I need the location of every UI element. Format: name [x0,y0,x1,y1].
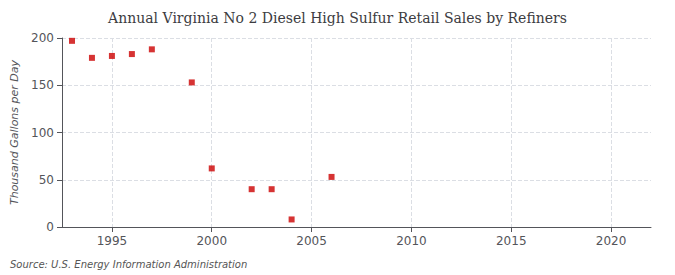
svg-text:1995: 1995 [97,234,128,248]
svg-text:Thousand Gallons per Day: Thousand Gallons per Day [8,59,21,205]
svg-text:2015: 2015 [496,234,527,248]
svg-text:100: 100 [31,126,54,140]
svg-text:0: 0 [46,220,54,234]
svg-text:2005: 2005 [296,234,327,248]
svg-text:2000: 2000 [196,234,227,248]
svg-text:Source: U.S. Energy Informatio: Source: U.S. Energy Information Administ… [10,259,247,270]
svg-text:150: 150 [31,78,54,92]
svg-text:2020: 2020 [596,234,627,248]
svg-text:Annual Virginia No 2 Diesel Hi: Annual Virginia No 2 Diesel High Sulfur … [107,10,567,26]
svg-text:2010: 2010 [396,234,427,248]
svg-text:200: 200 [31,31,54,45]
svg-text:50: 50 [39,173,54,187]
